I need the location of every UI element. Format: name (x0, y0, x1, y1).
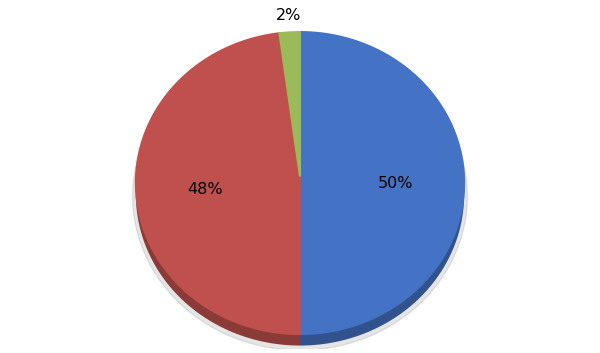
Polygon shape (280, 32, 300, 176)
Text: 2%: 2% (276, 8, 301, 23)
Text: 48%: 48% (187, 182, 223, 197)
Polygon shape (136, 33, 300, 334)
Polygon shape (133, 42, 467, 350)
Polygon shape (136, 182, 300, 346)
Polygon shape (300, 182, 464, 346)
Polygon shape (300, 32, 464, 334)
Text: 50%: 50% (377, 175, 413, 191)
